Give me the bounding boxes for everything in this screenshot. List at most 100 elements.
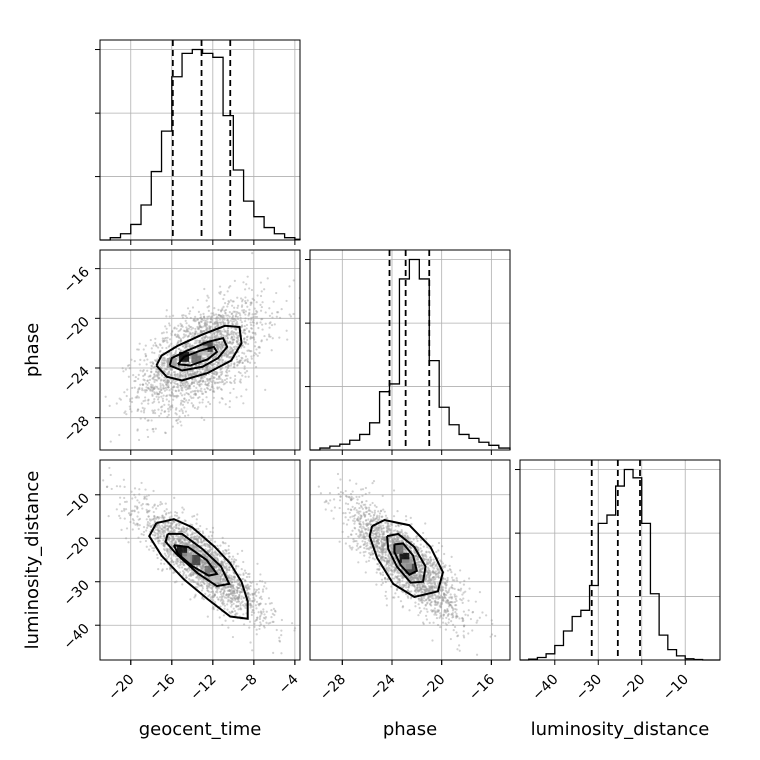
scatter-point xyxy=(185,374,188,377)
scatter-point xyxy=(175,407,178,410)
scatter-point xyxy=(382,541,385,544)
scatter-point xyxy=(453,593,456,596)
scatter-point xyxy=(180,366,183,369)
scatter-point xyxy=(178,409,181,413)
scatter-point xyxy=(220,580,223,583)
scatter-point xyxy=(210,561,214,564)
scatter-point xyxy=(185,399,188,402)
scatter-point xyxy=(153,365,157,368)
scatter-point xyxy=(162,516,165,519)
scatter-point xyxy=(217,343,220,346)
scatter-point xyxy=(192,571,195,574)
scatter-point xyxy=(201,553,204,556)
scatter-point xyxy=(183,527,186,530)
scatter-point xyxy=(209,352,213,355)
scatter-point xyxy=(231,338,234,342)
scatter-point xyxy=(235,355,238,358)
scatter-point xyxy=(201,587,204,590)
scatter-point xyxy=(149,544,152,548)
scatter-point xyxy=(231,341,235,344)
scatter-point xyxy=(206,306,209,309)
scatter-point xyxy=(190,536,193,539)
scatter-point xyxy=(174,389,177,392)
scatter-point xyxy=(196,574,199,577)
scatter-point xyxy=(190,374,194,377)
scatter-point xyxy=(226,341,229,345)
scatter-point xyxy=(156,537,159,540)
scatter-point xyxy=(206,326,209,329)
scatter-point xyxy=(436,602,439,605)
scatter-point xyxy=(203,388,206,391)
scatter-point xyxy=(205,328,208,331)
scatter-point xyxy=(425,598,428,601)
scatter-point xyxy=(266,277,269,280)
scatter-point xyxy=(177,516,180,519)
scatter-point xyxy=(222,359,225,362)
scatter-point xyxy=(234,612,238,615)
scatter-point xyxy=(238,359,241,363)
scatter-point xyxy=(206,328,209,331)
scatter-point xyxy=(252,336,255,339)
scatter-point xyxy=(205,405,208,408)
scatter-point xyxy=(272,620,275,623)
scatter-point xyxy=(213,540,217,543)
scatter-point xyxy=(176,562,179,565)
scatter-point xyxy=(154,528,157,531)
scatter-point xyxy=(163,542,166,545)
scatter-point xyxy=(176,565,180,568)
scatter-point xyxy=(129,514,132,517)
scatter-point xyxy=(357,516,360,519)
scatter-point xyxy=(162,542,165,545)
scatter-point xyxy=(411,578,415,581)
scatter-point xyxy=(432,571,436,574)
scatter-point xyxy=(253,338,256,341)
scatter-point xyxy=(220,561,224,565)
scatter-point xyxy=(391,560,394,563)
scatter-point xyxy=(427,594,431,598)
scatter-point xyxy=(163,337,166,340)
scatter-point xyxy=(206,355,209,358)
scatter-point xyxy=(188,569,191,572)
scatter-point xyxy=(234,565,238,568)
scatter-point xyxy=(191,531,194,534)
scatter-point xyxy=(218,568,221,571)
panel-frame xyxy=(99,459,301,661)
scatter-point xyxy=(224,382,227,385)
scatter-point xyxy=(203,561,206,564)
scatter-point xyxy=(204,383,207,386)
scatter-point xyxy=(153,473,155,475)
scatter-point xyxy=(243,605,246,608)
scatter-point xyxy=(245,586,248,589)
scatter-point xyxy=(222,551,226,554)
scatter-point xyxy=(158,529,161,532)
scatter-point xyxy=(377,554,380,558)
scatter-point xyxy=(278,336,281,339)
scatter-point xyxy=(260,339,263,342)
scatter-point xyxy=(226,319,229,322)
scatter-point xyxy=(187,382,190,385)
scatter-point xyxy=(143,496,146,499)
scatter-point xyxy=(227,548,230,551)
scatter-point xyxy=(177,334,180,337)
scatter-point xyxy=(196,364,199,367)
scatter-point xyxy=(201,564,204,567)
scatter-point xyxy=(245,323,249,327)
scatter-point xyxy=(208,549,212,553)
scatter-point xyxy=(176,341,180,344)
scatter-point xyxy=(256,616,259,620)
scatter-point xyxy=(186,541,189,545)
scatter-point xyxy=(192,318,195,321)
scatter-point xyxy=(177,386,180,389)
scatter-point xyxy=(227,321,230,324)
scatter-point xyxy=(151,533,154,536)
scatter-point xyxy=(187,324,191,327)
scatter-point xyxy=(138,387,141,391)
scatter-point xyxy=(288,313,291,316)
scatter-point xyxy=(190,527,193,531)
scatter-point xyxy=(176,560,179,564)
scatter-point xyxy=(188,361,191,364)
scatter-point xyxy=(167,413,170,416)
scatter-point xyxy=(205,527,208,531)
scatter-point xyxy=(225,377,229,380)
scatter-point xyxy=(134,496,137,499)
